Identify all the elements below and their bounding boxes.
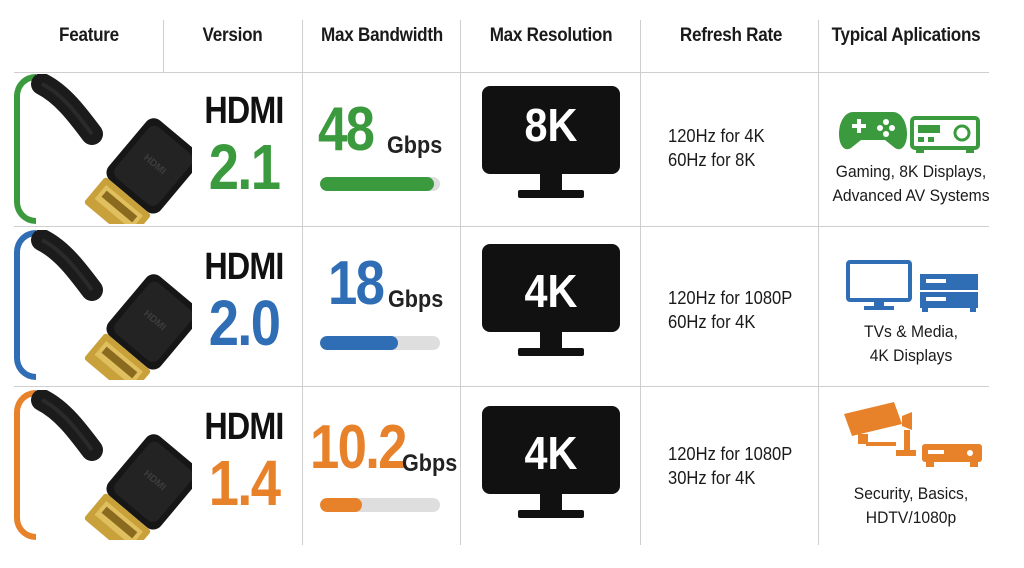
- header-feature: Feature: [59, 25, 119, 46]
- row-accent-bracket: [14, 390, 36, 540]
- divider: [14, 386, 989, 387]
- max-resolution-value: 4K: [524, 265, 578, 317]
- refresh-rate-line: 60Hz for 8K: [668, 150, 756, 170]
- version-number: 2.0: [208, 287, 281, 359]
- divider: [460, 20, 461, 545]
- bandwidth-value: 48: [318, 95, 375, 164]
- version-number: 2.1: [208, 131, 281, 203]
- version-hdmi-label: HDMI: [204, 246, 284, 288]
- header-version: Version: [202, 25, 263, 46]
- application-line: Gaming, 8K Displays,: [835, 162, 987, 181]
- refresh-rate-text: 120Hz for 1080P 60Hz for 4K: [668, 286, 806, 334]
- application-line: Advanced AV Systems: [832, 186, 990, 205]
- header-max-resolution: Max Resolution: [489, 25, 613, 46]
- row-accent-bracket: [14, 230, 36, 380]
- divider: [14, 226, 989, 227]
- bandwidth-unit: Gbps: [402, 450, 458, 477]
- gamepad-icon: [838, 104, 908, 159]
- version-hdmi-label: HDMI: [204, 406, 284, 448]
- bandwidth-unit: Gbps: [387, 132, 443, 159]
- security-camera-icon: [838, 398, 918, 465]
- bandwidth-value: 18: [328, 249, 385, 318]
- media-player-icon: [918, 270, 980, 319]
- refresh-rate-line: 60Hz for 4K: [668, 312, 756, 332]
- refresh-rate-text: 120Hz for 1080P 30Hz for 4K: [668, 442, 806, 490]
- divider: [14, 72, 989, 73]
- refresh-rate-text: 120Hz for 4K 60Hz for 8K: [668, 124, 806, 172]
- version-hdmi-label: HDMI: [204, 90, 284, 132]
- typical-applications-text: Security, Basics, HDTV/1080p: [829, 482, 993, 530]
- header-typical-applications: Typical Aplications: [831, 25, 981, 46]
- bandwidth-unit: Gbps: [388, 286, 444, 313]
- bandwidth-bar-fill: [320, 177, 434, 191]
- set-top-box-icon: [920, 438, 984, 477]
- version-number: 1.4: [208, 447, 281, 519]
- hdmi-cable-icon: HDMI: [22, 229, 201, 396]
- monitor-icon: [478, 82, 624, 212]
- bandwidth-bar-track: [320, 177, 440, 191]
- monitor-icon: [478, 240, 624, 370]
- table-row: HDMI HDMI 2.1 48 Gbps 8K 120Hz for 4K 60Hz fo…: [0, 73, 1024, 240]
- divider: [640, 20, 641, 545]
- refresh-rate-line: 120Hz for 1080P: [668, 288, 793, 308]
- bandwidth-bar-fill: [320, 498, 362, 512]
- refresh-rate-line: 120Hz for 1080P: [668, 444, 793, 464]
- bandwidth-bar-track: [320, 336, 440, 350]
- refresh-rate-line: 30Hz for 4K: [668, 468, 756, 488]
- header-max-bandwidth: Max Bandwidth: [321, 25, 443, 46]
- table-header: Feature Version Max Bandwidth Max Resolu…: [0, 0, 1024, 72]
- bandwidth-value: 10.2: [310, 413, 407, 482]
- table-row: HDMI HDMI 1.4 10.2 Gbps 4K 120Hz for 1080P 30…: [0, 389, 1024, 556]
- header-refresh-rate: Refresh Rate: [679, 25, 783, 46]
- divider: [302, 20, 303, 545]
- divider: [818, 20, 819, 545]
- row-accent-bracket: [14, 74, 36, 224]
- bandwidth-bar-track: [320, 498, 440, 512]
- av-receiver-icon: [910, 112, 980, 161]
- table-row: HDMI HDMI 2.0 18 Gbps 4K 120Hz for 1080P 60Hz…: [0, 229, 1024, 396]
- typical-applications-text: Gaming, 8K Displays, Advanced AV Systems: [829, 160, 993, 208]
- typical-applications-text: TVs & Media, 4K Displays: [829, 320, 993, 368]
- application-line: 4K Displays: [869, 346, 953, 365]
- application-line: HDTV/1080p: [865, 508, 957, 527]
- hdmi-cable-icon: HDMI: [22, 73, 201, 240]
- divider: [163, 20, 164, 72]
- application-line: TVs & Media,: [864, 322, 958, 341]
- bandwidth-bar-fill: [320, 336, 398, 350]
- max-resolution-value: 8K: [524, 99, 578, 151]
- tv-icon: [846, 260, 912, 317]
- hdmi-cable-icon: HDMI: [22, 389, 201, 556]
- application-line: Security, Basics,: [853, 484, 969, 503]
- max-resolution-value: 4K: [524, 427, 578, 479]
- refresh-rate-line: 120Hz for 4K: [668, 126, 765, 146]
- monitor-icon: [478, 402, 624, 532]
